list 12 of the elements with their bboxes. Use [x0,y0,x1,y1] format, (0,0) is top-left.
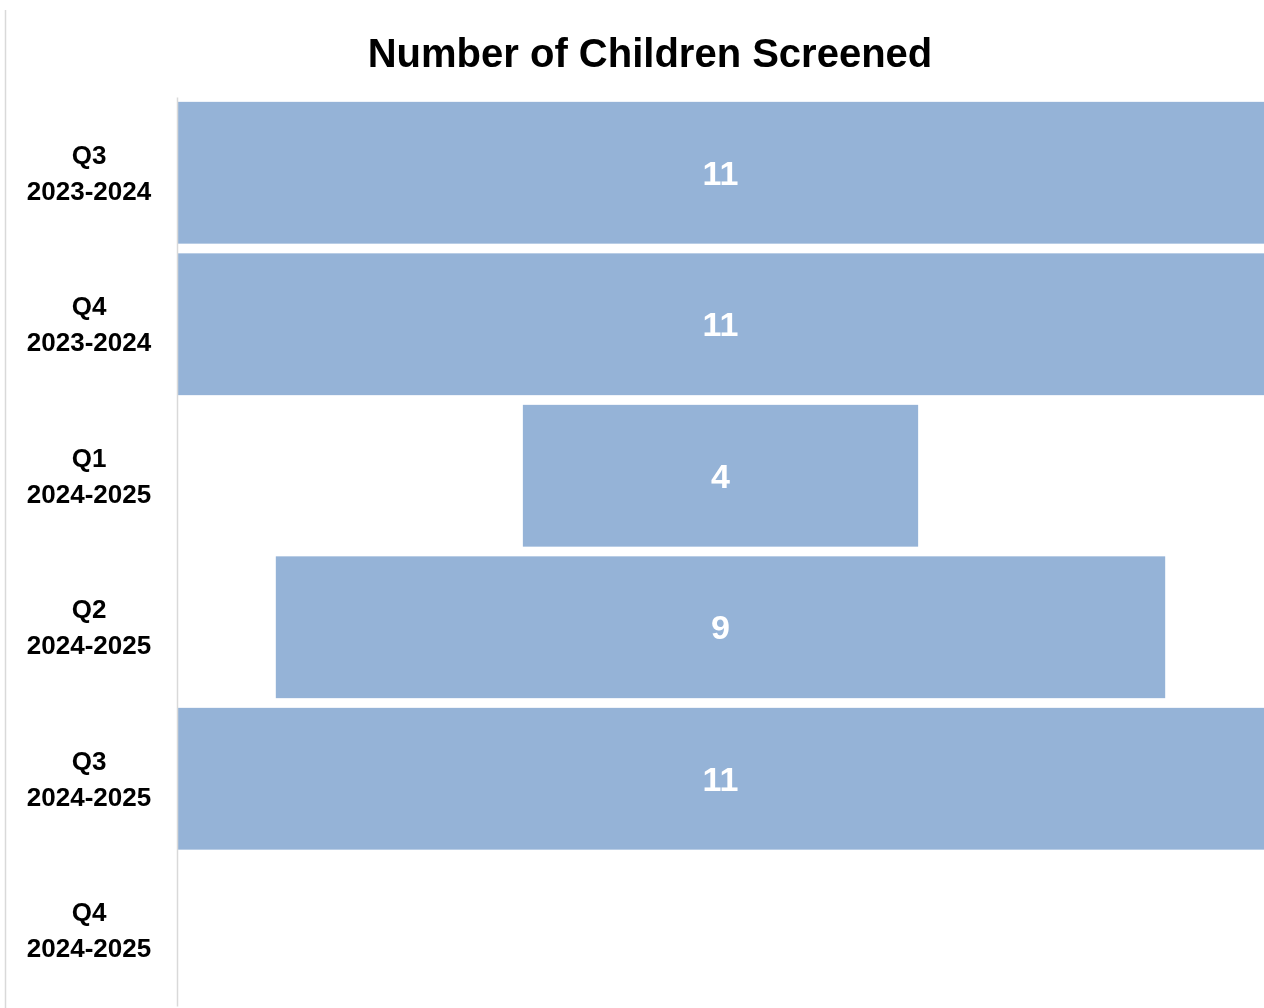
data-label: 4 [711,456,731,495]
category-label: Q1 2024-2025 [26,442,152,509]
data-label: 11 [702,759,739,798]
text: Number of Children Screened [367,31,933,75]
category-label: Q4 2024-2025 [26,897,152,964]
category-label: Q3 2023-2024 [26,139,152,206]
category-label: Q4 2023-2024 [26,291,152,358]
data-label: 11 [702,305,739,344]
data-label: 9 [711,608,730,647]
category-label: Q3 2024-2025 [26,745,152,812]
category-label: Q2 2024-2025 [26,594,152,661]
data-label: 11 [702,153,739,192]
